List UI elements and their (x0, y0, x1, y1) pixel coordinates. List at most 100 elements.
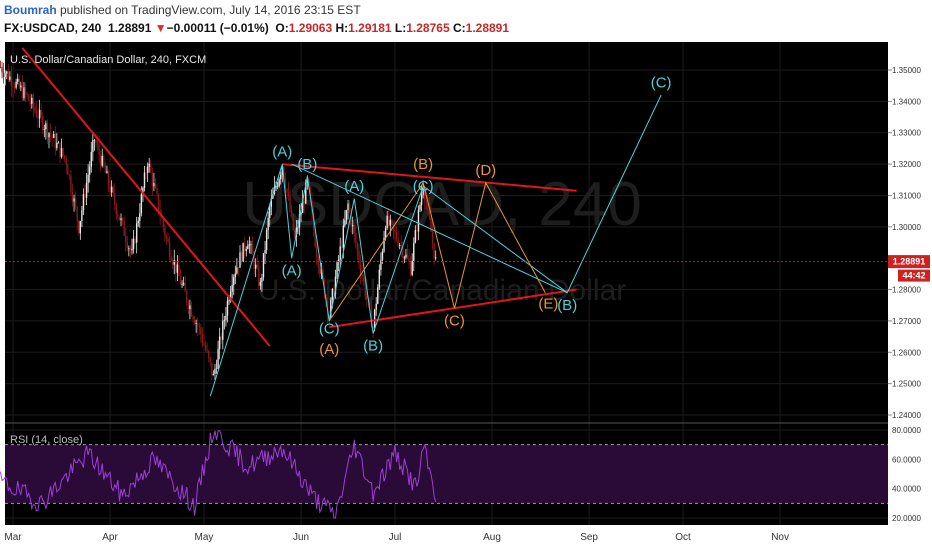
candle-body (364, 281, 366, 296)
x-tick-label: Sep (580, 532, 598, 543)
price-axis[interactable]: 1.35000 1.34000 1.33000 1.32000 1.31000 1.300… (888, 66, 921, 523)
candle-body (29, 100, 31, 104)
candle-body (192, 316, 194, 320)
x-tick-label: Apr (102, 532, 118, 543)
candle-body (123, 220, 125, 236)
x-tick-label: Jun (293, 532, 309, 543)
candle-body (380, 259, 382, 270)
candle-body (361, 273, 363, 277)
time-axis[interactable]: Mar Apr May Jun Jul Aug Sep Oct Nov (4, 532, 789, 543)
candle-body (416, 229, 418, 232)
candle-body (2, 72, 5, 78)
candle-body (341, 246, 343, 248)
wave-paths (209, 94, 662, 397)
candle-body (377, 287, 379, 304)
candle-body (281, 166, 283, 175)
candle-body (389, 219, 391, 226)
candle-body (173, 260, 175, 265)
candle-body (339, 246, 341, 260)
candle-body (51, 135, 53, 138)
candle-body (250, 244, 252, 245)
candle-body (89, 166, 91, 175)
candle-body (366, 295, 368, 299)
candle-body (73, 198, 75, 202)
candle-body (57, 142, 60, 144)
candle-body (359, 263, 362, 274)
countdown-tag: 44:42 (898, 269, 930, 282)
candle-body (24, 87, 27, 94)
candle-body (131, 248, 133, 251)
low-label: L: (394, 21, 407, 35)
symbol-label[interactable]: FX:USDCAD, 240 (4, 21, 102, 35)
candle-body (430, 217, 432, 232)
candle-body (236, 267, 238, 274)
candle-body (254, 264, 257, 269)
candle-body (388, 215, 390, 226)
y-tick-label: 1.31000 (892, 191, 921, 200)
x-tick-label: Jul (389, 532, 402, 543)
candle-body (121, 218, 124, 221)
candle-body (203, 342, 205, 346)
y-tick-label: 1.32000 (892, 160, 921, 169)
candle-body (145, 172, 147, 174)
candle-body (134, 238, 136, 243)
candle-body (99, 154, 102, 166)
candle-body (330, 299, 332, 317)
candle-body (251, 244, 254, 255)
candle-body (115, 204, 118, 215)
candle-body (248, 244, 251, 246)
candle-body (356, 243, 359, 251)
candle-body (272, 194, 274, 199)
high-label: H: (335, 21, 349, 35)
candle-body (146, 166, 149, 173)
candle-body (92, 140, 94, 153)
candle-body (218, 336, 221, 350)
candle-body (348, 203, 351, 212)
candle-body (157, 194, 160, 211)
wave-label: (A) (272, 143, 292, 160)
candle-body (150, 163, 152, 173)
candle-body (344, 220, 346, 226)
candle-body (38, 109, 41, 119)
candle-body (184, 283, 186, 292)
candle-body (269, 207, 271, 218)
price-chart[interactable]: USDCAD, 240 U.S. Dollar/Canadian Dollar … (0, 38, 932, 550)
candle-body (211, 362, 213, 376)
wave-cyan (209, 94, 662, 397)
candle-body (175, 260, 177, 273)
candle-body (74, 198, 77, 207)
candle-body (270, 198, 273, 208)
candle-body (132, 238, 135, 249)
candle-body (200, 326, 202, 335)
candle-body (424, 188, 426, 201)
candle-body (187, 302, 190, 310)
candle-body (126, 242, 128, 249)
y-tick-label: 1.24000 (892, 411, 921, 420)
candle-body (370, 305, 373, 328)
candle-body (120, 218, 122, 221)
candle-body (178, 264, 180, 276)
candle-body (409, 262, 412, 275)
candle-body (43, 129, 46, 130)
wave-label: (C) (413, 178, 434, 195)
candle-body (264, 250, 266, 254)
candle-body (405, 254, 407, 258)
candle-body (48, 133, 50, 138)
price-tag-value: 1.28891 (893, 257, 926, 267)
close-label: C: (452, 21, 466, 35)
candle-body (54, 133, 56, 149)
rsi-label: RSI (14, close) (10, 434, 83, 446)
candle-body (431, 231, 434, 243)
author-link[interactable]: Boumrah (4, 3, 57, 17)
trendline-triangle-lower (329, 288, 577, 329)
candle-body (79, 221, 82, 234)
candle-body (239, 252, 241, 268)
y-tick-label: 1.25000 (892, 380, 921, 389)
last-price: 1.28891 (108, 21, 152, 35)
candle-body (162, 217, 164, 227)
y-tick-label: 1.27000 (892, 317, 921, 326)
candle-body (143, 172, 146, 188)
chart-header: Boumrah published on TradingView.com, Ju… (0, 0, 932, 38)
candle-body (427, 202, 429, 206)
candle-body (228, 300, 230, 301)
